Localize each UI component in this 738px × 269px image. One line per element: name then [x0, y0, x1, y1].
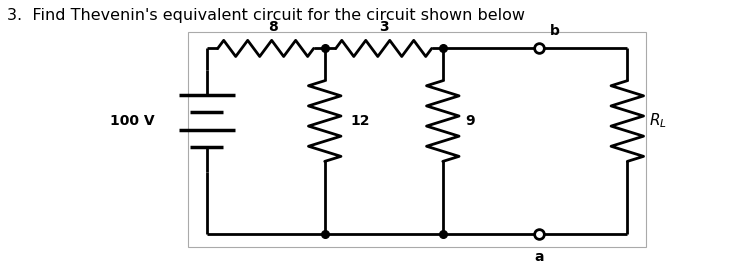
- Text: 12: 12: [351, 114, 370, 128]
- Bar: [188, 32, 646, 247]
- Text: $R_L$: $R_L$: [649, 112, 667, 130]
- Text: 9: 9: [465, 114, 475, 128]
- Text: b: b: [550, 24, 559, 38]
- Text: 8: 8: [268, 20, 278, 34]
- Text: 3: 3: [379, 20, 389, 34]
- Text: 3.  Find Thevenin's equivalent circuit for the circuit shown below: 3. Find Thevenin's equivalent circuit fo…: [7, 8, 525, 23]
- Text: a: a: [534, 250, 543, 264]
- Text: 100 V: 100 V: [111, 114, 155, 128]
